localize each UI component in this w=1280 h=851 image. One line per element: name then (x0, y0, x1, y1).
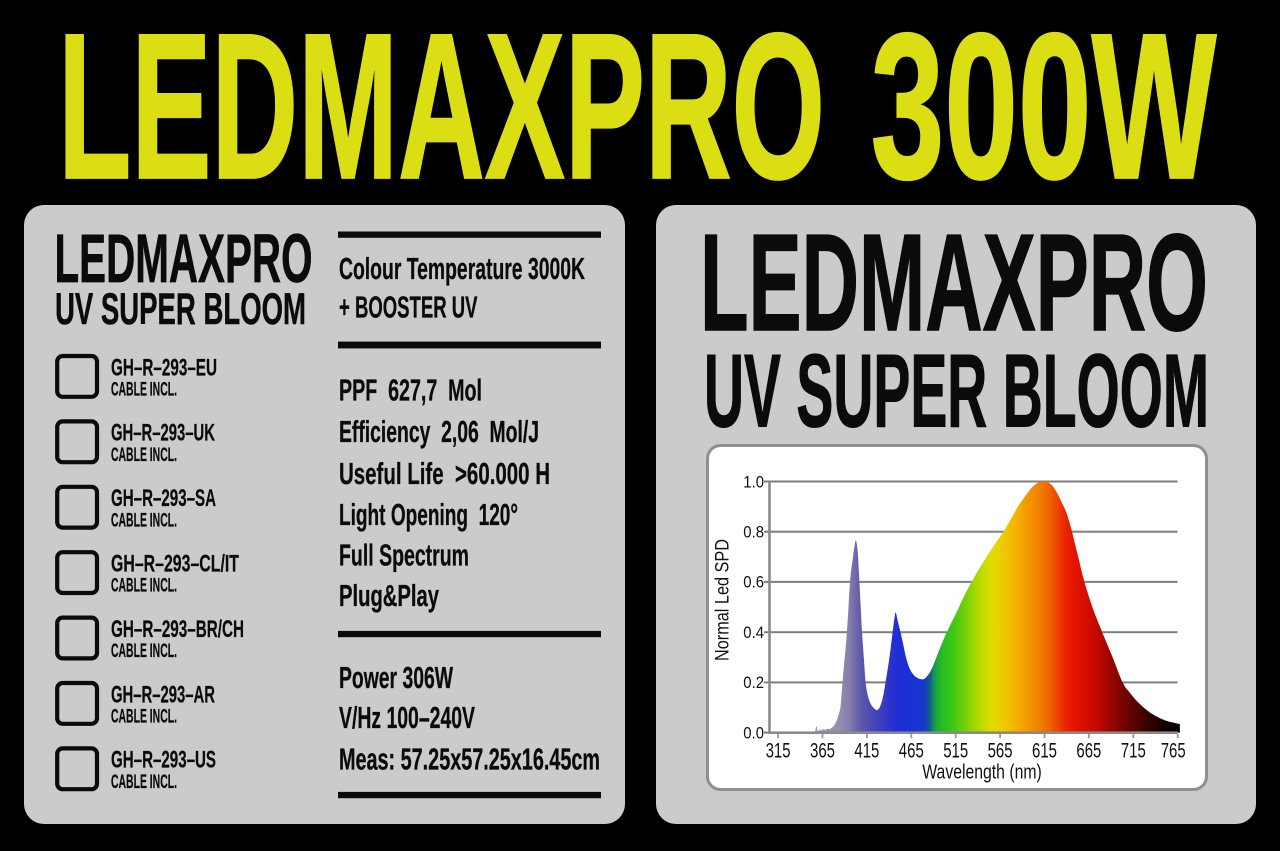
svg-text:1.0: 1.0 (743, 472, 764, 491)
svg-text:UV SUPER BLOOM: UV SUPER BLOOM (55, 285, 306, 334)
svg-text:Normal Led SPD: Normal Led SPD (713, 539, 734, 661)
svg-text:GH–R–293–BR/CH: GH–R–293–BR/CH (111, 617, 244, 643)
svg-text:Full Spectrum: Full Spectrum (339, 540, 469, 573)
svg-text:515: 515 (943, 740, 968, 763)
svg-text:LEDMAXPRO: LEDMAXPRO (700, 206, 1208, 360)
svg-text:0.2: 0.2 (743, 673, 764, 692)
svg-text:GH–R–293–CL/IT: GH–R–293–CL/IT (111, 552, 239, 578)
svg-text:LEDMAXPRO: LEDMAXPRO (55, 220, 313, 297)
svg-text:LEDMAXPRO: LEDMAXPRO (58, 0, 825, 222)
svg-text:GH–R–293–SA: GH–R–293–SA (111, 486, 216, 512)
svg-text:Power 306W: Power 306W (339, 662, 453, 695)
svg-text:0.6: 0.6 (743, 573, 764, 592)
svg-text:V/Hz 100–240V: V/Hz 100–240V (339, 702, 475, 735)
svg-text:315: 315 (766, 740, 791, 763)
svg-text:Wavelength (nm): Wavelength (nm) (922, 761, 1042, 783)
svg-text:GH–R–293–UK: GH–R–293–UK (111, 421, 215, 447)
svg-text:GH–R–293–AR: GH–R–293–AR (111, 682, 215, 708)
svg-text:GH–R–293–US: GH–R–293–US (111, 748, 216, 774)
svg-text:CABLE INCL.: CABLE INCL. (111, 444, 177, 466)
svg-text:CABLE INCL.: CABLE INCL. (111, 379, 177, 401)
svg-text:615: 615 (1032, 740, 1057, 763)
svg-text:Colour Temperature 3000K: Colour Temperature 3000K (339, 251, 585, 286)
svg-text:715: 715 (1121, 740, 1146, 763)
svg-text:PPF 627,7 Mol: PPF 627,7 Mol (339, 375, 482, 408)
svg-text:0.8: 0.8 (743, 523, 764, 542)
svg-text:565: 565 (988, 740, 1013, 763)
svg-text:Plug&Play: Plug&Play (339, 580, 439, 613)
svg-text:Useful Life >60.000 H: Useful Life >60.000 H (339, 458, 550, 491)
svg-text:765: 765 (1161, 740, 1186, 763)
svg-text:415: 415 (854, 740, 879, 763)
svg-text:0.0: 0.0 (743, 723, 764, 742)
svg-text:365: 365 (810, 740, 835, 763)
svg-text:Efficiency 2,06 Mol/J: Efficiency 2,06 Mol/J (339, 416, 539, 449)
svg-text:GH–R–293–EU: GH–R–293–EU (111, 355, 217, 381)
svg-text:CABLE INCL.: CABLE INCL. (111, 575, 177, 597)
svg-text:Light Opening 120°: Light Opening 120° (339, 499, 518, 532)
svg-text:CABLE INCL.: CABLE INCL. (111, 640, 177, 662)
svg-text:CABLE INCL.: CABLE INCL. (111, 509, 177, 531)
svg-text:CABLE INCL.: CABLE INCL. (111, 771, 177, 793)
svg-text:Meas: 57.25x57.25x16.45cm: Meas: 57.25x57.25x16.45cm (339, 744, 600, 777)
svg-text:0.4: 0.4 (743, 623, 764, 642)
svg-text:UV SUPER BLOOM: UV SUPER BLOOM (704, 334, 1209, 450)
svg-text:CABLE INCL.: CABLE INCL. (111, 706, 177, 728)
svg-text:665: 665 (1076, 740, 1101, 763)
svg-text:465: 465 (899, 740, 924, 763)
svg-text:300W: 300W (871, 0, 1217, 222)
svg-text:+ BOOSTER UV: + BOOSTER UV (339, 290, 478, 325)
